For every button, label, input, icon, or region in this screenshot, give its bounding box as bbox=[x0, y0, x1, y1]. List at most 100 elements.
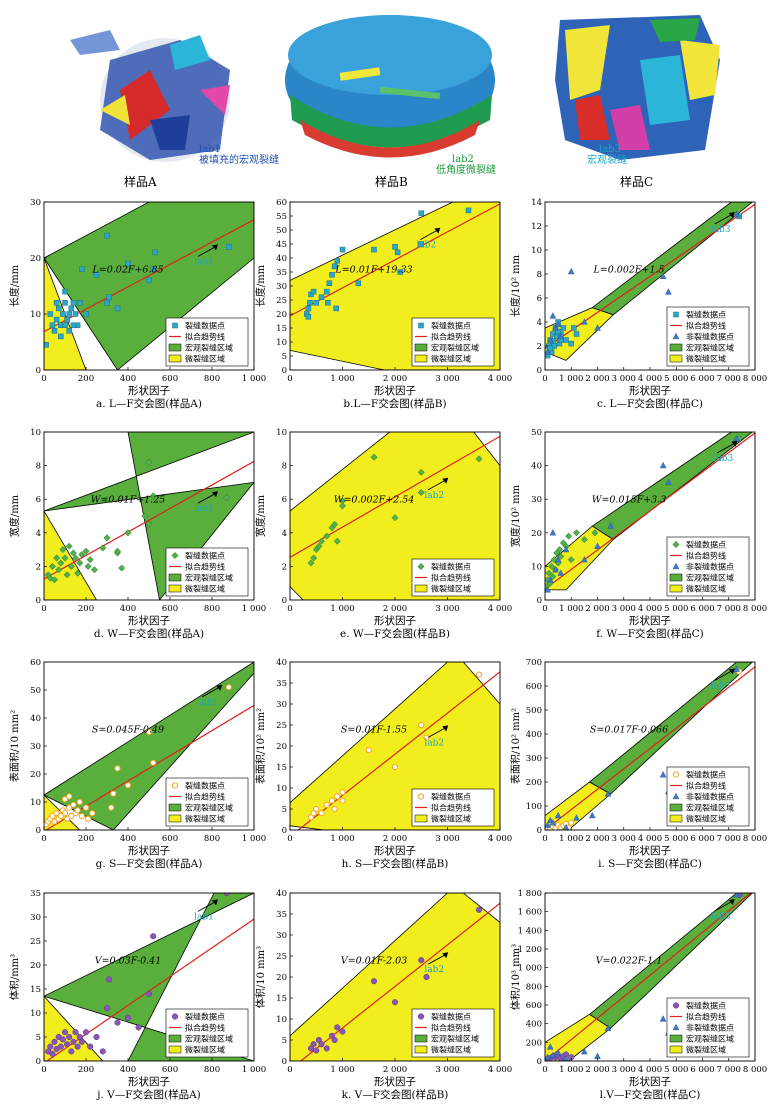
nonfracture-point bbox=[545, 1053, 551, 1060]
y-tick-label: 30 bbox=[30, 742, 41, 752]
x-tick-label: 6 000 bbox=[690, 834, 714, 844]
fracture-point bbox=[418, 210, 424, 216]
y-axis-label: 宽度/mm bbox=[8, 494, 21, 537]
lab-label: lab1 bbox=[194, 912, 214, 922]
fracture-point bbox=[72, 1029, 79, 1036]
fracture-point bbox=[114, 765, 121, 772]
lab-arrow bbox=[420, 229, 439, 240]
fracture-point bbox=[66, 328, 72, 334]
y-tick-label: 5 bbox=[36, 1033, 41, 1043]
fracture-point bbox=[70, 322, 77, 328]
y-tick-label: 6 bbox=[282, 495, 287, 505]
legend-nonfracture-marker bbox=[672, 1023, 680, 1031]
x-tick-label: 0 bbox=[41, 834, 46, 844]
fracture-point bbox=[103, 1005, 111, 1012]
y-tick-label: 5 bbox=[282, 352, 287, 362]
fracture-point bbox=[76, 798, 83, 806]
chart-title: h. S—F交会图(样品B) bbox=[342, 857, 449, 870]
x-tick-label: 1 000 bbox=[242, 834, 266, 844]
legend-micro-marker bbox=[669, 584, 683, 593]
y-tick-label: 0 bbox=[36, 826, 41, 836]
fracture-point bbox=[339, 1028, 346, 1035]
chart-title: g. S—F交会图(样品A) bbox=[96, 857, 203, 870]
legend-macro-marker bbox=[669, 803, 683, 812]
x-tick-label: 2 000 bbox=[383, 374, 407, 384]
fracture-point bbox=[124, 782, 132, 789]
chart-f: 0 1 000 2 000 3 000 4 000 5 000 6 000 7 000 8 00… bbox=[509, 428, 767, 640]
x-tick-label: 800 bbox=[204, 834, 220, 844]
x-tick-label: 600 bbox=[162, 834, 178, 844]
legend-label: 微裂缝区域 bbox=[686, 814, 726, 824]
fracture-point bbox=[391, 999, 399, 1006]
y-tick-label: 0 bbox=[36, 1057, 41, 1067]
y-tick-label: 12 bbox=[531, 222, 542, 232]
legend-micro-marker bbox=[414, 354, 428, 363]
fracture-point bbox=[104, 232, 110, 239]
y-tick-label: 500 bbox=[526, 706, 542, 716]
fracture-point bbox=[89, 810, 96, 817]
sample-a-callout-label: lab1 bbox=[199, 144, 221, 155]
y-tick-label: 5 bbox=[282, 1036, 287, 1046]
chart-d-plot bbox=[44, 432, 254, 600]
chart-h-plot bbox=[290, 662, 500, 830]
fracture-point bbox=[114, 305, 121, 312]
legend-fracture-marker bbox=[418, 322, 424, 329]
fracture-point bbox=[85, 815, 92, 822]
y-tick-label: 10 bbox=[30, 798, 41, 808]
fracture-point bbox=[82, 804, 90, 811]
nonfracture-point bbox=[554, 811, 562, 819]
fracture-point bbox=[53, 300, 60, 306]
fracture-point bbox=[114, 1019, 121, 1026]
x-tick-label: 7 000 bbox=[717, 834, 741, 844]
trend-equation: W=0.01F+1.25 bbox=[91, 495, 166, 506]
trend-equation: S=0.017F-0.066 bbox=[590, 725, 668, 736]
y-tick-label: 2 bbox=[282, 562, 287, 572]
fracture-point bbox=[150, 266, 156, 272]
nonfracture-point bbox=[733, 893, 740, 898]
y-tick-label: 15 bbox=[276, 324, 287, 334]
legend-macro-marker bbox=[168, 1034, 182, 1043]
y-tick-label: 45 bbox=[276, 240, 287, 250]
x-tick-label: 6 000 bbox=[690, 604, 714, 614]
legend-fracture-marker bbox=[672, 771, 680, 778]
x-axis-label: 形状因子 bbox=[128, 384, 170, 397]
nonfracture-point bbox=[604, 790, 612, 797]
fracture-point bbox=[64, 1041, 71, 1048]
x-tick-label: 1 000 bbox=[559, 604, 583, 614]
x-tick-label: 0 bbox=[41, 1065, 46, 1075]
chart-f-plot bbox=[545, 432, 755, 593]
x-axis-label: 形状因子 bbox=[374, 384, 416, 397]
y-tick-label: 1 400 bbox=[518, 926, 542, 936]
y-tick-label: 0 bbox=[537, 596, 542, 606]
fracture-point bbox=[65, 542, 73, 550]
x-axis-label: 形状因子 bbox=[128, 844, 170, 857]
fracture-point bbox=[66, 311, 72, 317]
chart-c-plot bbox=[545, 202, 755, 361]
legend-label: 拟合趋势线 bbox=[431, 332, 471, 342]
nonfracture-point bbox=[665, 288, 672, 295]
legend-label: 微裂缝区域 bbox=[431, 1045, 471, 1055]
x-tick-label: 0 bbox=[287, 374, 292, 384]
chart-a: 0 200 400 600 800 1 000 0 10 20 30 形状因子 长度/mm a. L—F… bbox=[8, 198, 266, 410]
fracture-point bbox=[324, 288, 330, 295]
y-tick-label: 25 bbox=[30, 937, 41, 947]
fracture-point bbox=[145, 458, 153, 466]
nonfracture-point bbox=[552, 324, 559, 331]
fracture-point bbox=[329, 272, 335, 278]
legend-macro-marker bbox=[669, 343, 683, 352]
sample-c-title: 样品C bbox=[620, 174, 653, 189]
nonfracture-point bbox=[581, 1047, 588, 1055]
nonfracture-point bbox=[665, 478, 672, 485]
fracture-point bbox=[338, 502, 347, 510]
legend-label: 微裂缝区域 bbox=[185, 1045, 225, 1055]
fracture-point bbox=[567, 556, 575, 564]
fracture-point bbox=[305, 305, 312, 312]
fracture-point bbox=[76, 559, 84, 567]
legend-macro-marker bbox=[168, 803, 182, 812]
x-tick-label: 600 bbox=[162, 374, 178, 384]
y-tick-label: 0 bbox=[282, 826, 287, 836]
nonfracture-point bbox=[545, 821, 551, 828]
chart-title: j. V—F交会图(样品A) bbox=[95, 1088, 201, 1101]
y-tick-label: 20 bbox=[30, 961, 41, 971]
